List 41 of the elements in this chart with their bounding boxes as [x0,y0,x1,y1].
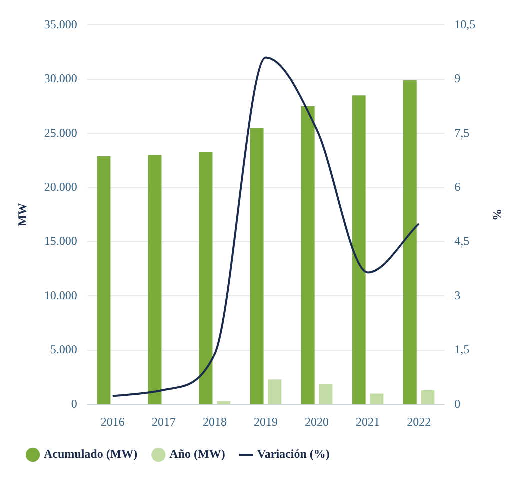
y2-tick-label: 6 [454,180,461,194]
bar [421,390,435,404]
bar [268,380,282,404]
y-tick-label: 0 [71,396,78,411]
x-tick-label: 2016 [100,414,125,429]
bar [319,384,333,404]
y-tick-label: 10.000 [44,288,78,302]
y-tick-label: 20.000 [44,180,78,194]
y2-tick-label: 0 [454,396,461,411]
y-tick-label: 25.000 [44,126,78,140]
bar [97,156,111,404]
y-tick-label: 15.000 [44,234,78,248]
y2-tick-label: 4,5 [454,234,470,248]
y2-tick-label: 1,5 [454,342,470,357]
bar [352,96,366,404]
bar [403,80,417,404]
y-axis-title: MW [15,203,30,227]
y2-tick-label: 9 [454,72,461,86]
bar [199,152,213,404]
line-series [112,56,420,398]
x-tick-label: 2021 [356,414,380,429]
bar [217,401,231,404]
y2-axis-title: % [490,208,505,221]
y2-tick-label: 10,5 [454,17,476,32]
bar [148,155,162,404]
y-tick-label: 35.000 [44,17,78,32]
legend-label: Acumulado (MW) [44,447,138,462]
bar [370,394,384,404]
y-tick-label: 5.000 [50,342,78,357]
legend-label: Variación (%) [257,447,330,462]
x-tick-label: 2022 [407,414,432,429]
bar [301,106,315,404]
bar [250,128,264,404]
y-tick-label: 30.000 [44,72,78,86]
legend-label: Año (MW) [170,447,226,462]
x-tick-label: 2019 [254,414,278,429]
x-tick-label: 2017 [152,414,176,429]
x-tick-label: 2020 [305,414,330,429]
x-tick-label: 2018 [202,414,227,429]
y2-tick-label: 7,5 [454,126,470,140]
y2-tick-label: 3 [454,288,461,302]
